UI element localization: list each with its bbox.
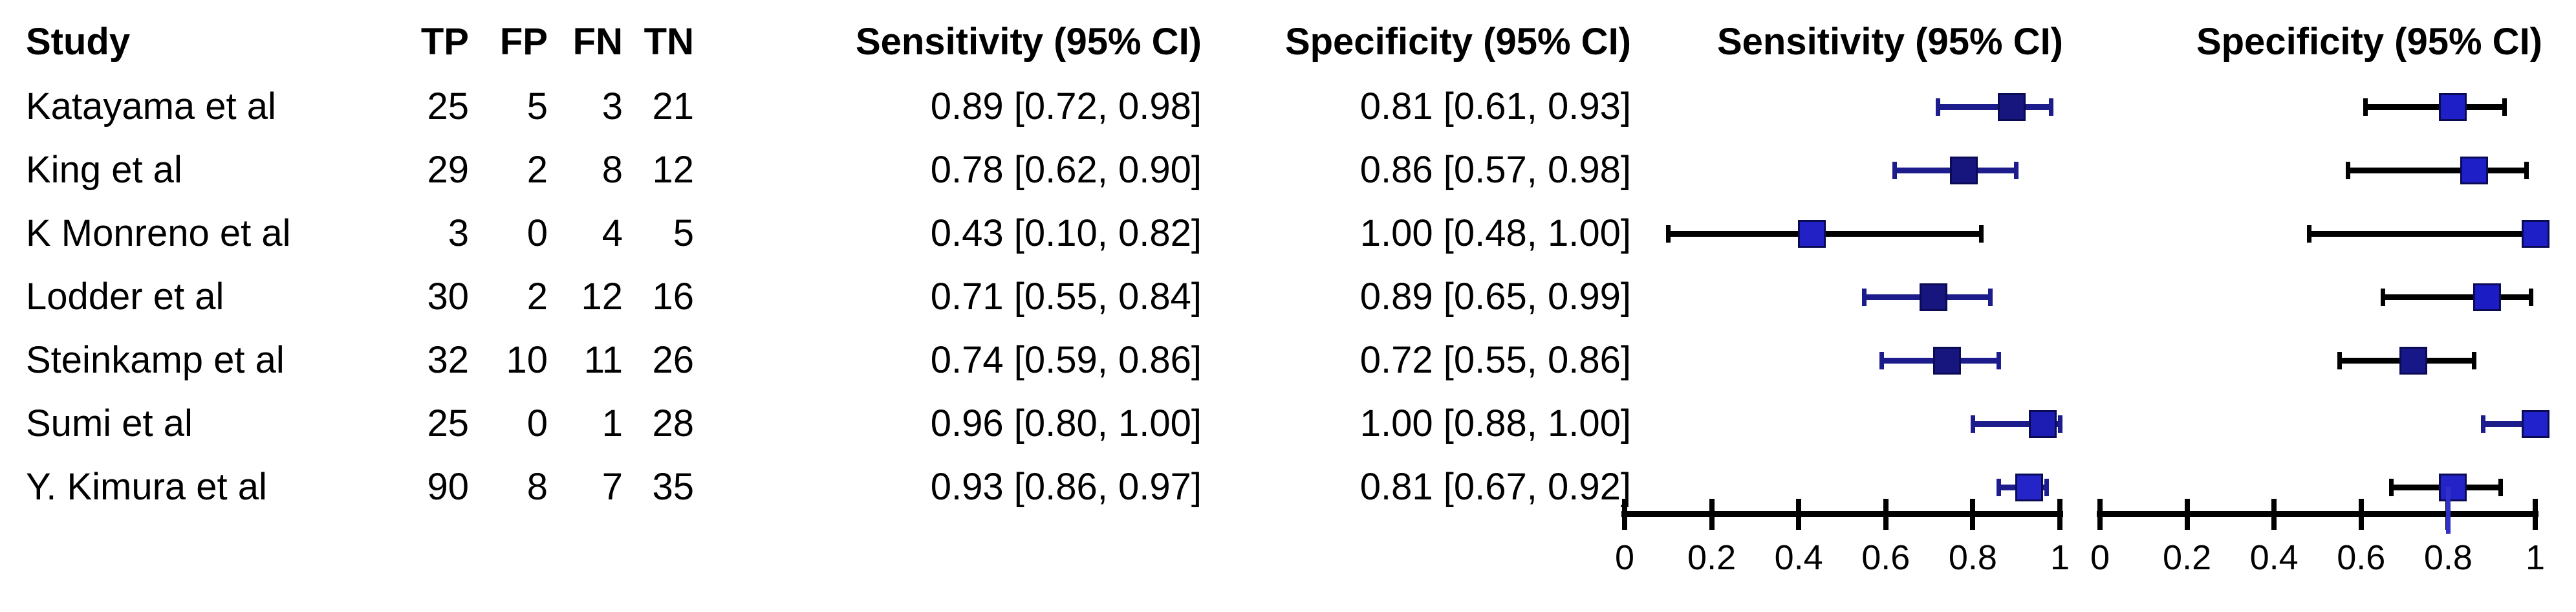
study-row: Steinkamp et al 32 10 11 26 0.74 [0.59, 0.86]…: [0, 338, 2576, 383]
axis-tick-label: 0.8: [1948, 538, 1997, 577]
fn-value: 4: [601, 212, 623, 254]
tn-value: 26: [652, 339, 694, 381]
col-header-fp: FP: [499, 21, 548, 63]
col-header-tp: TP: [420, 21, 469, 63]
study-row: King et al 29 2 8 12 0.78 [0.62, 0.90] 0.86 [0…: [0, 148, 2576, 193]
specificity-ci-text: 0.81 [0.67, 0.92]: [1359, 466, 1631, 508]
tn-value: 28: [652, 402, 694, 444]
sensitivity-ci-text: 0.78 [0.62, 0.90]: [930, 149, 1202, 191]
fp-value: 5: [526, 85, 548, 127]
fn-value: 12: [581, 276, 623, 318]
fp-value: 2: [526, 149, 548, 191]
sensitivity-ci-text: 0.71 [0.55, 0.84]: [930, 276, 1202, 318]
col-header-tn: TN: [644, 21, 694, 63]
tn-value: 12: [652, 149, 694, 191]
col-header-fn: FN: [572, 21, 623, 63]
tp-value: 32: [427, 339, 469, 381]
x-axis: [2097, 511, 2538, 517]
axis-tick-label: 1: [2050, 538, 2070, 577]
fn-value: 1: [601, 402, 623, 444]
sensitivity-ci-text: 0.43 [0.10, 0.82]: [930, 212, 1202, 254]
specificity-plot-title: Specificity (95% CI): [2196, 21, 2542, 63]
x-axis: [1621, 511, 2063, 517]
fn-value: 7: [601, 466, 623, 508]
table-header-row: Study TP FP FN TN Sensitivity (95% CI) S…: [0, 19, 2576, 65]
fp-value: 0: [526, 402, 548, 444]
sensitivity-ci-text: 0.89 [0.72, 0.98]: [930, 85, 1202, 127]
axis-tick-label: 0.6: [2337, 538, 2386, 577]
study-row: K Monreno et al 3 0 4 5 0.43 [0.10, 0.82] 1.00…: [0, 211, 2576, 256]
sensitivity-plot-title: Sensitivity (95% CI): [1716, 21, 2063, 63]
axis-tick-label: 0.6: [1861, 538, 1910, 577]
axis-tick-label: 0.2: [2163, 538, 2212, 577]
study-row: Y. Kimura et al 90 8 7 35 0.93 [0.86, 0.97] 0.…: [0, 464, 2576, 510]
fn-value: 11: [583, 339, 623, 381]
specificity-ci-text: 1.00 [0.48, 1.00]: [1359, 212, 1631, 254]
tn-value: 16: [652, 276, 694, 318]
tn-value: 21: [652, 85, 694, 127]
study-name: Steinkamp et al: [26, 339, 285, 381]
tp-value: 30: [427, 276, 469, 318]
axis-tick-label: 0.2: [1687, 538, 1737, 577]
sensitivity-ci-text: 0.74 [0.59, 0.86]: [930, 339, 1202, 381]
fp-value: 10: [506, 339, 548, 381]
axis-tick-label: 0.8: [2423, 538, 2473, 577]
tp-value: 29: [427, 149, 469, 191]
study-row: Katayama et al 25 5 3 21 0.89 [0.72, 0.98] 0.8…: [0, 84, 2576, 129]
fp-value: 8: [526, 466, 548, 508]
tp-value: 3: [448, 212, 469, 254]
col-header-specificity: Specificity (95% CI): [1284, 21, 1631, 63]
study-name: Lodder et al: [26, 276, 224, 318]
sensitivity-ci-text: 0.96 [0.80, 1.00]: [930, 402, 1202, 444]
study-row: Lodder et al 30 2 12 16 0.71 [0.55, 0.84] 0.89…: [0, 274, 2576, 320]
tn-value: 5: [673, 212, 694, 254]
fp-value: 2: [526, 276, 548, 318]
axis-tick-label: 1: [2525, 538, 2546, 577]
specificity-ci-text: 1.00 [0.88, 1.00]: [1359, 402, 1631, 444]
study-name: King et al: [26, 149, 182, 191]
specificity-ci-text: 0.72 [0.55, 0.86]: [1359, 339, 1631, 381]
fn-value: 3: [601, 85, 623, 127]
specificity-ci-text: 0.89 [0.65, 0.99]: [1359, 276, 1631, 318]
tp-value: 25: [427, 85, 469, 127]
col-header-study: Study: [26, 21, 131, 63]
axis-tick-label: 0: [1614, 538, 1635, 577]
fp-value: 0: [526, 212, 548, 254]
axis-tick-label: 0: [2090, 538, 2110, 577]
study-name: Y. Kimura et al: [26, 466, 267, 508]
tp-value: 25: [427, 402, 469, 444]
col-header-sensitivity: Sensitivity (95% CI): [855, 21, 1202, 63]
tn-value: 35: [652, 466, 694, 508]
study-name: Katayama et al: [26, 85, 276, 127]
axis-tick-label: 0.4: [2249, 538, 2299, 577]
fn-value: 8: [601, 149, 623, 191]
axis-tick-label: 0.4: [1774, 538, 1823, 577]
study-row: Sumi et al 25 0 1 28 0.96 [0.80, 1.00] 1.00 [0…: [0, 401, 2576, 446]
specificity-ci-text: 0.81 [0.61, 0.93]: [1359, 85, 1631, 127]
study-name: K Monreno et al: [26, 212, 291, 254]
sensitivity-ci-text: 0.93 [0.86, 0.97]: [930, 466, 1202, 508]
tp-value: 90: [427, 466, 469, 508]
specificity-ci-text: 0.86 [0.57, 0.98]: [1359, 149, 1631, 191]
study-name: Sumi et al: [26, 402, 193, 444]
